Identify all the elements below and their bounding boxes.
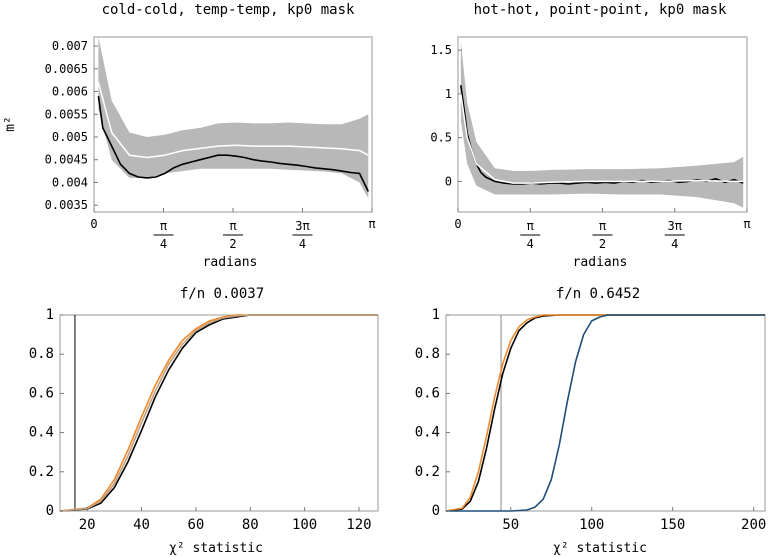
panel3-title: f/n 0.0037 bbox=[180, 286, 264, 302]
y-tick-label: 0.8 bbox=[415, 346, 440, 362]
panel-cold-cold: cold-cold, temp-temp, kp0 mask 0.00350.0… bbox=[3, 2, 376, 270]
x-tick-label: 150 bbox=[660, 517, 685, 533]
x-tick-label: 120 bbox=[346, 517, 371, 533]
panel1-title: cold-cold, temp-temp, kp0 mask bbox=[102, 2, 355, 18]
y-tick-label: 1 bbox=[46, 307, 54, 323]
confidence-band bbox=[460, 41, 744, 208]
panel3-xticks: 20 40 60 80 100 120 bbox=[79, 507, 372, 533]
series-line-1 bbox=[97, 95, 370, 192]
x-tick-fraction: π4 bbox=[153, 219, 174, 251]
panel3-lines-layer bbox=[59, 314, 378, 512]
panel3-xlabel: χ² statistic bbox=[169, 541, 263, 556]
y-tick-label: 0.005 bbox=[52, 130, 88, 144]
y-tick-label: 0.2 bbox=[415, 464, 440, 480]
x-tick-fraction: 3π4 bbox=[664, 219, 685, 251]
panel4-yticks: 0 0.2 0.4 0.6 0.8 1 bbox=[415, 307, 450, 519]
panel2-yticks: 0 0.5 1 1.5 bbox=[430, 43, 462, 188]
y-tick-label: 0.006 bbox=[52, 85, 88, 99]
series-line-3 bbox=[446, 314, 765, 512]
x-tick-label: π bbox=[743, 217, 750, 231]
panel1-yticks: 0.0035 0.004 0.0045 0.005 0.0055 0.006 0.0065 0… bbox=[45, 39, 98, 212]
panel4-xlabel: χ² statistic bbox=[553, 541, 647, 556]
y-tick-label: 0.007 bbox=[52, 39, 88, 53]
y-tick-label: 0.004 bbox=[52, 175, 88, 189]
x-tick-numerator: 3π bbox=[668, 219, 682, 233]
panel-cdf-left: f/n 0.0037 0 0.2 0.4 0.6 0.8 1 20 40 60 80 100 120… bbox=[29, 286, 379, 556]
x-tick-label: 0 bbox=[454, 217, 461, 231]
panel1-xlabel: radians bbox=[203, 255, 258, 270]
y-tick-label: 0.5 bbox=[430, 131, 452, 145]
x-tick-denominator: 4 bbox=[299, 237, 306, 251]
x-tick-label: 50 bbox=[502, 517, 519, 533]
x-tick-denominator: 4 bbox=[671, 237, 678, 251]
x-tick-fraction: π2 bbox=[592, 219, 613, 251]
panel4-title: f/n 0.6452 bbox=[556, 286, 640, 302]
x-tick-denominator: 2 bbox=[229, 237, 236, 251]
x-tick-label: 40 bbox=[133, 517, 150, 533]
y-tick-label: 1.5 bbox=[430, 43, 452, 57]
x-tick-label: 100 bbox=[292, 517, 317, 533]
x-tick-label: 20 bbox=[79, 517, 96, 533]
panel4-xticks: 50 100 150 200 bbox=[502, 507, 766, 533]
panel-cdf-right: f/n 0.6452 0 0.2 0.4 0.6 0.8 1 50 100 150 200 χ²… bbox=[415, 286, 767, 556]
x-tick-label: 200 bbox=[741, 517, 766, 533]
panel1-ylabel: m² bbox=[3, 116, 18, 132]
panel1-lines-layer bbox=[97, 82, 370, 192]
y-tick-label: 0.0035 bbox=[45, 198, 88, 212]
y-tick-label: 0.6 bbox=[29, 385, 54, 401]
series-line-1 bbox=[59, 314, 378, 512]
x-tick-label: 100 bbox=[579, 517, 604, 533]
x-tick-label: π bbox=[368, 217, 375, 231]
y-tick-label: 0.2 bbox=[29, 464, 54, 480]
x-tick-label: 0 bbox=[90, 217, 97, 231]
x-tick-label: 80 bbox=[242, 517, 259, 533]
y-tick-label: 0.8 bbox=[29, 346, 54, 362]
y-tick-label: 0.0055 bbox=[45, 107, 88, 121]
y-tick-label: 0 bbox=[46, 503, 54, 519]
x-tick-denominator: 4 bbox=[160, 237, 167, 251]
panel4-lines-layer bbox=[445, 314, 765, 512]
series-line-2 bbox=[445, 314, 765, 512]
panel3-yticks: 0 0.2 0.4 0.6 0.8 1 bbox=[29, 307, 64, 519]
x-tick-denominator: 4 bbox=[527, 237, 534, 251]
y-tick-label: 0.0045 bbox=[45, 153, 88, 167]
y-tick-label: 0.4 bbox=[29, 425, 54, 441]
series-line-3 bbox=[59, 314, 378, 512]
x-tick-label: 60 bbox=[187, 517, 204, 533]
y-tick-label: 0 bbox=[432, 503, 440, 519]
x-tick-numerator: π bbox=[160, 219, 167, 233]
x-tick-fraction: 3π4 bbox=[292, 219, 313, 251]
x-tick-numerator: π bbox=[229, 219, 236, 233]
x-tick-numerator: 3π bbox=[295, 219, 309, 233]
x-tick-fraction: π2 bbox=[223, 219, 244, 251]
panel2-title: hot-hot, point-point, kp0 mask bbox=[474, 2, 727, 18]
y-tick-label: 0.6 bbox=[415, 385, 440, 401]
x-tick-numerator: π bbox=[599, 219, 606, 233]
x-tick-fraction: π4 bbox=[520, 219, 541, 251]
panel1-band-layer bbox=[98, 37, 369, 199]
series-line-2 bbox=[460, 93, 744, 184]
y-tick-label: 1 bbox=[432, 307, 440, 323]
x-tick-denominator: 2 bbox=[599, 237, 606, 251]
series-line-2 bbox=[59, 314, 378, 512]
panel2-lines-layer bbox=[460, 84, 744, 185]
series-line-2 bbox=[97, 82, 369, 159]
series-line-1 bbox=[445, 314, 765, 512]
y-tick-label: 0.4 bbox=[415, 425, 440, 441]
y-tick-label: 1 bbox=[445, 87, 452, 101]
panel2-band-layer bbox=[460, 41, 744, 208]
confidence-band bbox=[98, 37, 369, 199]
panel-hot-hot: hot-hot, point-point, kp0 mask 00.511.5 … bbox=[430, 2, 750, 270]
y-tick-label: 0.0065 bbox=[45, 62, 88, 76]
y-tick-label: 0 bbox=[445, 174, 452, 188]
panel2-xlabel: radians bbox=[573, 255, 628, 270]
panel3-frame bbox=[59, 314, 379, 512]
x-tick-numerator: π bbox=[527, 219, 534, 233]
